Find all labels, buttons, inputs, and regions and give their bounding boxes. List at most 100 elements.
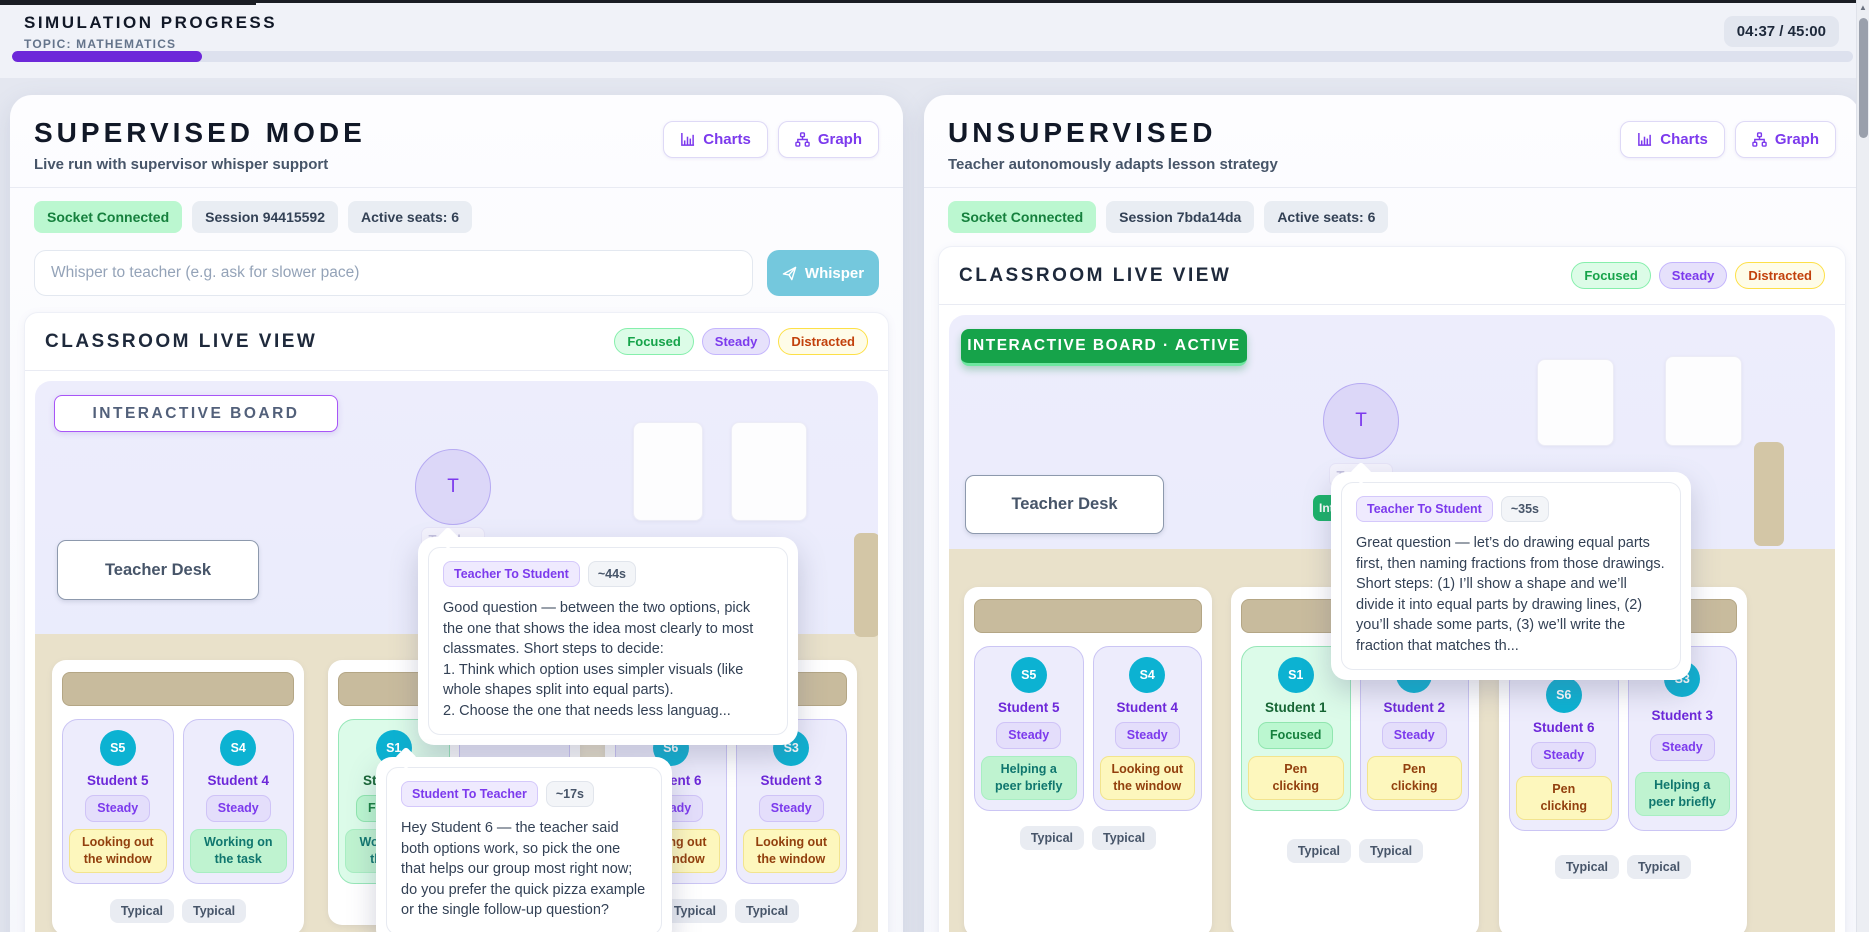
status-badge: Steady (1531, 742, 1597, 769)
status-badge: Steady (205, 795, 271, 822)
student-avatar: S5 (1010, 657, 1047, 693)
student-card-s3[interactable]: S3 Student 3 Steady Looking out the wind… (735, 719, 847, 884)
status-badge: Steady (1114, 722, 1180, 749)
top-header (0, 0, 1869, 78)
behavior-tag: Typical (1019, 825, 1084, 850)
student-card-s1[interactable]: S1 Student 1 Focused Pen clicking (1241, 646, 1351, 811)
session-id-badge: Session 7bda14da (1106, 201, 1255, 233)
student-avatar: S5 (99, 730, 136, 766)
send-icon (782, 266, 797, 281)
classroom-canvas: INTERACTIVE BOARD · ACTIVE T Teacher Int… (949, 315, 1835, 932)
network-graph-icon (795, 132, 810, 147)
panel-supervised: SUPERVISED MODE Live run with supervisor… (10, 95, 903, 932)
behavior-tag: Typical (735, 898, 800, 923)
message-direction-badge: Teacher To Student (443, 561, 580, 587)
student-card-s5[interactable]: S5 Student 5 Steady Helping a peer brief… (974, 646, 1084, 811)
panel-unsupervised: UNSUPERVISED Teacher autonomously adapts… (924, 95, 1860, 932)
student-card-s4[interactable]: S4 Student 4 Steady Working on the task (182, 719, 294, 884)
student-name: Student 3 (1651, 708, 1713, 723)
classroom-canvas: INTERACTIVE BOARD T Teacher Teacher Desk… (35, 381, 878, 932)
empty-desk-box (633, 422, 703, 521)
socket-status-badge: Socket Connected (948, 201, 1097, 233)
desk-group-1: S5 Student 5 Steady Looking out the wind… (52, 660, 304, 932)
panel-subtitle: Teacher autonomously adapts lesson strat… (948, 156, 1278, 173)
progress-track (12, 51, 1853, 62)
panel-subtitle: Live run with supervisor whisper support (34, 156, 329, 173)
activity-badge: Looking out the window (742, 828, 840, 873)
student-name: Student 3 (760, 773, 822, 788)
student-card-s4[interactable]: S4 Student 4 Steady Looking out the wind… (1092, 646, 1202, 811)
activity-badge: Working on the task (189, 828, 287, 873)
activity-badge: Pen clicking (1516, 775, 1612, 820)
panel-title: UNSUPERVISED (948, 117, 1217, 148)
window-top-edge (0, 0, 1869, 5)
legend-focused: Focused (614, 328, 694, 355)
student-name: Student 5 (997, 700, 1060, 715)
behavior-tag: Typical (1092, 825, 1157, 850)
graph-button[interactable]: Graph (777, 121, 879, 158)
legend-steady: Steady (1658, 262, 1728, 289)
status-badge: Steady (758, 795, 824, 822)
status-badge: Steady (85, 795, 151, 822)
legend-distracted: Distracted (1735, 262, 1825, 289)
status-badge: Focused (1258, 722, 1334, 749)
legend-focused: Focused (1571, 262, 1651, 289)
teacher-desk: Teacher Desk (57, 540, 259, 600)
socket-status-badge: Socket Connected (34, 201, 183, 233)
bar-chart-icon (1637, 132, 1652, 147)
topic-label: TOPIC: MATHEMATICS (24, 37, 177, 51)
whisper-send-button[interactable]: Whisper (767, 250, 879, 296)
student-avatar: S1 (1277, 657, 1314, 693)
status-badge: Steady (1649, 734, 1715, 761)
student-card-s6[interactable]: S6 Student 6 Steady Pen clicking (1509, 666, 1619, 831)
activity-badge: Pen clicking (1248, 755, 1344, 800)
teacher-message-tooltip: Teacher To Student ~44s Good question — … (418, 537, 798, 746)
divider (10, 187, 903, 188)
message-direction-badge: Student To Teacher (401, 781, 538, 807)
live-view-title: CLASSROOM LIVE VIEW (45, 330, 318, 352)
scroll-up-icon[interactable]: ▲ (1859, 3, 1867, 12)
page-title: SIMULATION PROGRESS (24, 13, 278, 32)
message-direction-badge: Teacher To Student (1356, 496, 1493, 522)
desk-surface (974, 599, 1202, 633)
interactive-board: INTERACTIVE BOARD (54, 395, 338, 432)
behavior-tag: Typical (662, 898, 727, 923)
scrollbar-thumb[interactable] (1859, 18, 1868, 138)
panel-title: SUPERVISED MODE (34, 117, 366, 148)
graph-button[interactable]: Graph (1734, 121, 1836, 158)
student-card-s5[interactable]: S5 Student 5 Steady Looking out the wind… (62, 719, 174, 884)
teacher-avatar[interactable]: T (1323, 383, 1399, 459)
activity-badge: Looking out the window (1099, 755, 1195, 800)
legend-steady: Steady (701, 328, 771, 355)
desk-group-1: S5 Student 5 Steady Helping a peer brief… (964, 587, 1212, 932)
page-scrollbar[interactable]: ▲ (1856, 0, 1869, 932)
progress-fill (12, 51, 202, 62)
status-legend: Focused Steady Distracted (614, 328, 868, 355)
empty-desk-box (731, 422, 807, 521)
header-titles: SIMULATION PROGRESS TOPIC: MATHEMATICS (24, 13, 277, 51)
student-avatar: S4 (1129, 657, 1166, 693)
student-avatar: S4 (220, 730, 257, 766)
message-time-badge: ~35s (1500, 496, 1549, 522)
divider (924, 187, 1860, 188)
classroom-live-card: CLASSROOM LIVE VIEW Focused Steady Distr… (24, 312, 889, 932)
whisper-input[interactable] (34, 250, 753, 296)
active-seats-badge: Active seats: 6 (1264, 201, 1389, 233)
teacher-avatar[interactable]: T (415, 449, 491, 525)
empty-desk-box (1665, 356, 1742, 446)
student-avatar: S6 (1545, 677, 1582, 713)
charts-button[interactable]: Charts (663, 121, 768, 158)
charts-button[interactable]: Charts (1620, 121, 1725, 158)
student-name: Student 6 (1532, 720, 1595, 735)
message-time-badge: ~44s (587, 561, 636, 587)
activity-badge: Looking out the window (69, 828, 167, 873)
session-timer: 04:37 / 45:00 (1723, 16, 1839, 47)
active-seats-badge: Active seats: 6 (348, 201, 473, 233)
divider (25, 370, 888, 371)
behavior-tag: Typical (182, 898, 247, 923)
activity-badge: Helping a peer briefly (1634, 771, 1730, 816)
activity-badge: Pen clicking (1366, 755, 1462, 800)
divider (939, 304, 1845, 305)
message-text: Great question — let’s do drawing equal … (1356, 535, 1665, 654)
student-name: Student 4 (207, 773, 269, 788)
